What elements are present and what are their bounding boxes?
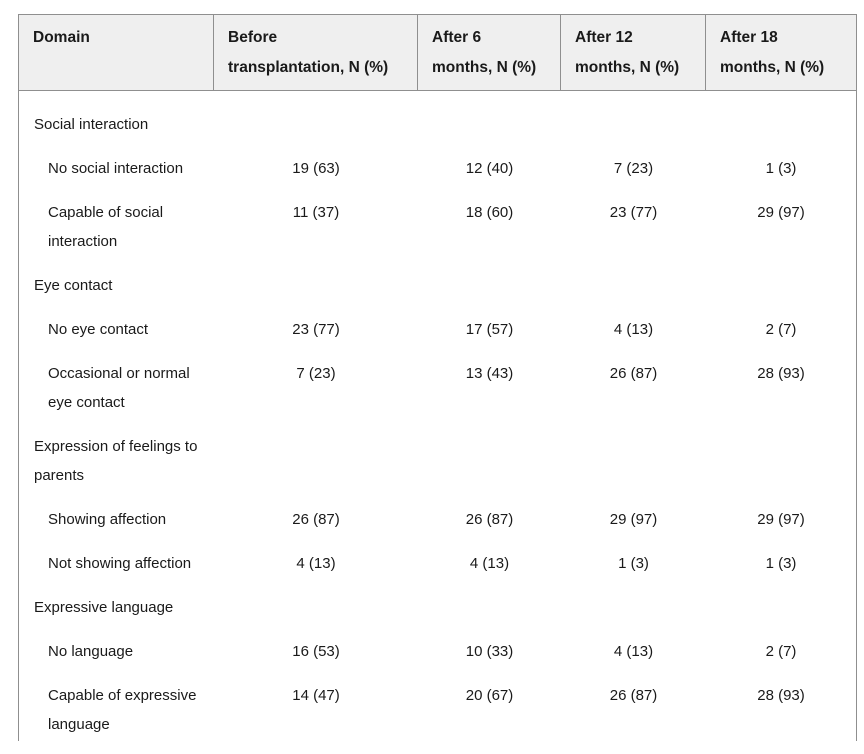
value-cell: 19 (63): [292, 160, 340, 177]
column-header-line: After 6: [432, 29, 482, 46]
table-row: Capable of expressive language 14 (47) 20 (…: [19, 666, 856, 739]
table-row: Expressive language: [19, 578, 856, 622]
table-header-row: Domain Before transplantation, N (%) Aft…: [19, 15, 856, 91]
row-label: Expression of feelings to parents: [19, 432, 214, 490]
column-header-after-6-months: After 6 months, N (%): [418, 15, 561, 90]
row-label-line: Occasional or normal: [48, 365, 190, 382]
value-cell: 4 (13): [469, 555, 510, 572]
value-cell: 29 (97): [757, 511, 805, 528]
value-cell: 12 (40): [465, 160, 514, 177]
row-label-line: language: [48, 716, 110, 733]
row-label-line: Eye contact: [34, 277, 113, 294]
column-header-line: Domain: [33, 29, 90, 46]
value-cell: 10 (33): [465, 643, 514, 660]
value-cell: 13 (43): [465, 365, 514, 382]
row-label: Occasional or normal eye contact: [19, 359, 214, 417]
table-row: Eye contact: [19, 256, 856, 300]
row-label-line: Expressive language: [34, 599, 174, 616]
row-label: No eye contact: [19, 315, 214, 344]
row-label-line: Capable of social: [48, 204, 164, 221]
value-cell: 4 (13): [613, 643, 654, 660]
row-label-line: eye contact: [48, 394, 125, 411]
row-label-line: parents: [34, 467, 85, 484]
value-cell: 26 (87): [292, 511, 340, 528]
value-cell: 11 (37): [292, 204, 340, 221]
value-cell: 4 (13): [296, 555, 336, 572]
outcomes-table: Domain Before transplantation, N (%) Aft…: [18, 14, 857, 741]
row-label: Social interaction: [19, 110, 214, 139]
table-body: Social interaction No social interaction 1…: [19, 91, 856, 739]
column-header-after-12-months: After 12 months, N (%): [561, 15, 706, 90]
row-label-line: No eye contact: [48, 321, 149, 338]
value-cell: 17 (57): [465, 321, 514, 338]
row-label-line: Not showing affection: [48, 555, 192, 572]
value-cell: 28 (93): [757, 365, 805, 382]
row-label: Capable of expressive language: [19, 681, 214, 739]
column-header-line: Before: [228, 29, 278, 46]
row-label: Eye contact: [19, 271, 214, 300]
row-label: No social interaction: [19, 154, 214, 183]
value-cell: 18 (60): [465, 204, 514, 221]
value-cell: 2 (7): [765, 643, 797, 660]
value-cell: 2 (7): [765, 321, 797, 338]
column-header-domain: Domain: [19, 15, 214, 90]
value-cell: 14 (47): [292, 687, 340, 704]
row-label-line: Expression of feelings to: [34, 438, 198, 455]
table-row: Not showing affection 4 (13) 4 (13) 1 (3) 1 …: [19, 534, 856, 578]
row-label-line: Capable of expressive: [48, 687, 197, 704]
row-label: Showing affection: [19, 505, 214, 534]
row-label: Expressive language: [19, 593, 214, 622]
table-row: Occasional or normal eye contact 7 (23) 13 …: [19, 344, 856, 417]
row-label-line: Showing affection: [48, 511, 167, 528]
row-label-line: interaction: [48, 233, 118, 250]
value-cell: 23 (77): [609, 204, 658, 221]
value-cell: 26 (87): [609, 687, 658, 704]
value-cell: 1 (3): [765, 555, 797, 572]
value-cell: 29 (97): [609, 511, 658, 528]
column-header-line: months, N (%): [720, 59, 825, 76]
table-row: No language 16 (53) 10 (33) 4 (13) 2 (7): [19, 622, 856, 666]
column-header-line: After 12: [575, 29, 633, 46]
row-label-line: No social interaction: [48, 160, 184, 177]
table-row: Capable of social interaction 11 (37) 18 (6…: [19, 183, 856, 256]
value-cell: 1 (3): [765, 160, 797, 177]
value-cell: 1 (3): [618, 555, 649, 572]
table-row: Showing affection 26 (87) 26 (87) 29 (97) 29…: [19, 490, 856, 534]
value-cell: 4 (13): [613, 321, 654, 338]
row-label-line: Social interaction: [34, 116, 149, 133]
value-cell: 28 (93): [757, 687, 805, 704]
column-header-before-transplantation: Before transplantation, N (%): [214, 15, 418, 90]
value-cell: 29 (97): [757, 204, 805, 221]
table-row: Social interaction: [19, 95, 856, 139]
table-row: No eye contact 23 (77) 17 (57) 4 (13) 2 (7): [19, 300, 856, 344]
column-header-line: months, N (%): [575, 59, 680, 76]
row-label: Not showing affection: [19, 549, 214, 578]
column-header-line: After 18: [720, 29, 778, 46]
value-cell: 20 (67): [465, 687, 514, 704]
row-label-line: No language: [48, 643, 134, 660]
row-label: Capable of social interaction: [19, 198, 214, 256]
table-row: No social interaction 19 (63) 12 (40) 7 (23…: [19, 139, 856, 183]
row-label: No language: [19, 637, 214, 666]
value-cell: 26 (87): [609, 365, 658, 382]
value-cell: 7 (23): [613, 160, 654, 177]
value-cell: 26 (87): [465, 511, 514, 528]
column-header-after-18-months: After 18 months, N (%): [706, 15, 856, 90]
column-header-line: months, N (%): [432, 59, 537, 76]
value-cell: 16 (53): [292, 643, 340, 660]
value-cell: 7 (23): [296, 365, 336, 382]
table-row: Expression of feelings to parents: [19, 417, 856, 490]
value-cell: 23 (77): [292, 321, 340, 338]
column-header-line: transplantation, N (%): [228, 59, 389, 76]
